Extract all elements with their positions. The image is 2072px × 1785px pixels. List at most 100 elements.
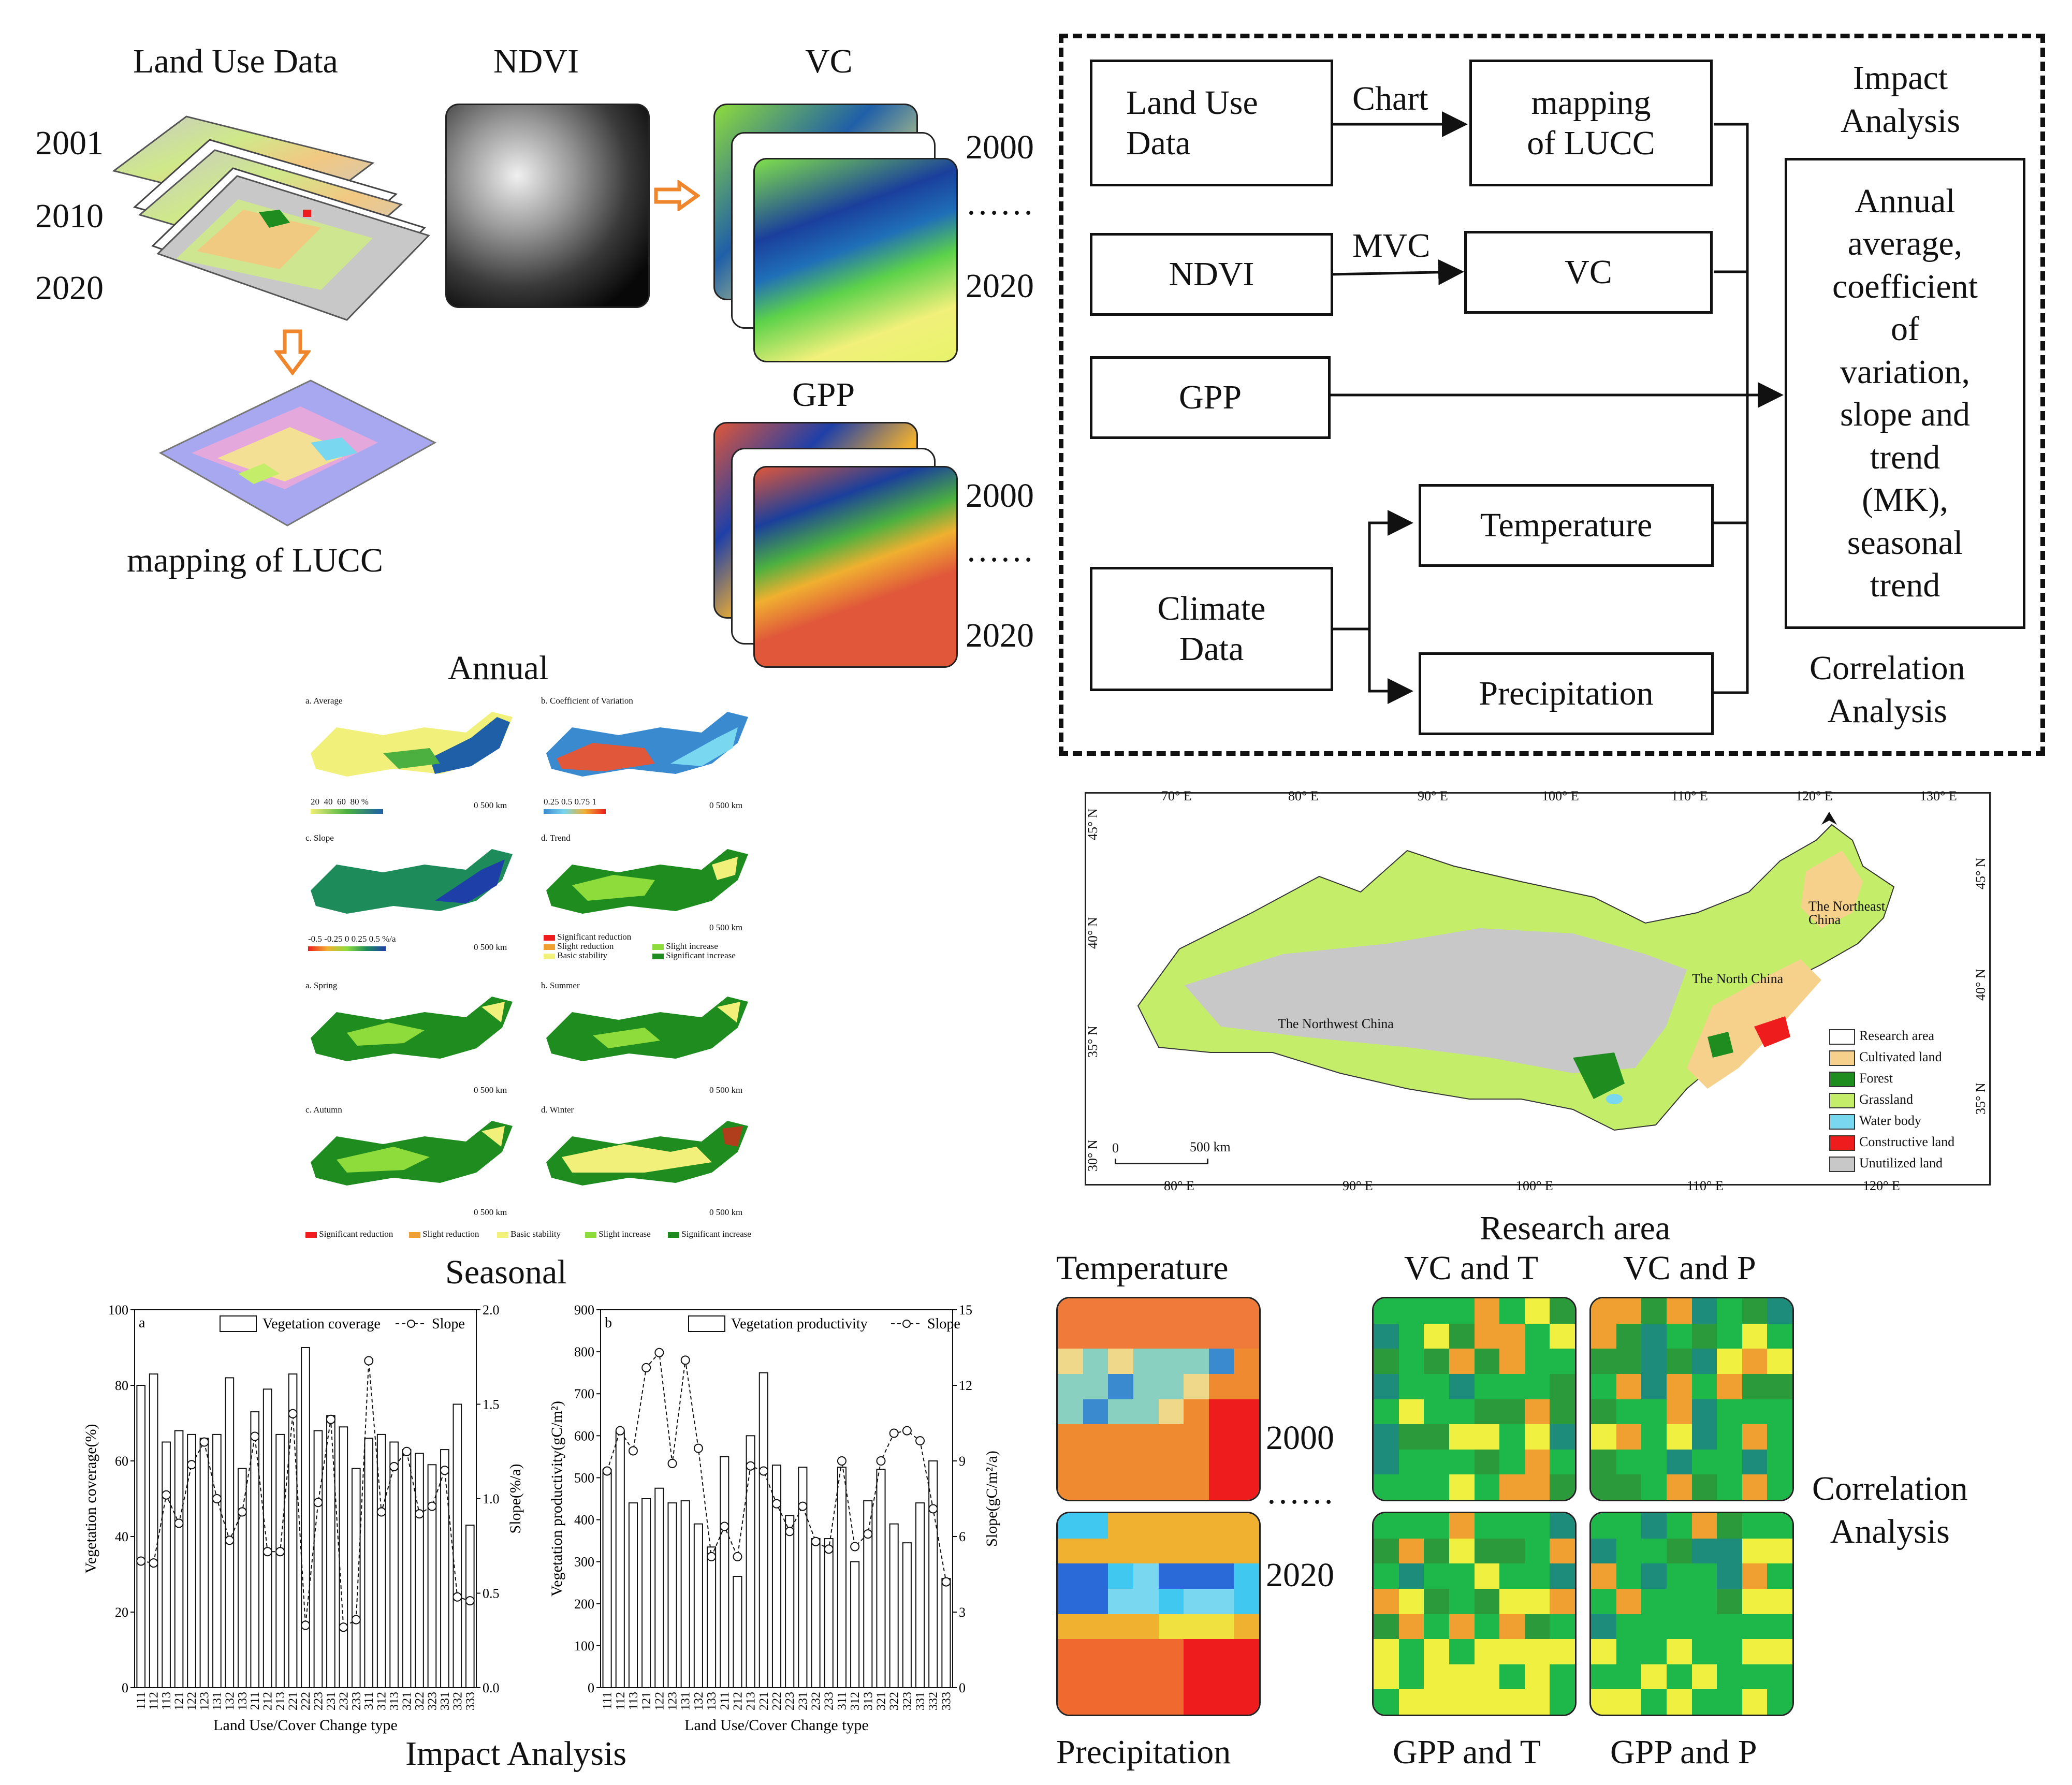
bar [771, 1465, 782, 1688]
grid-cell [1083, 1538, 1109, 1564]
bar [288, 1373, 298, 1689]
grid-cell [1108, 1639, 1134, 1665]
grid-cell [1550, 1563, 1575, 1590]
legend-entry: Significant reduction [544, 932, 631, 941]
legend-swatch [1829, 1029, 1855, 1045]
grid-cell [1691, 1399, 1718, 1425]
grid-cell [1158, 1563, 1185, 1590]
grid-cell [1474, 1614, 1500, 1640]
grid-cell [1767, 1563, 1792, 1590]
slope-point [798, 1501, 808, 1511]
bar [889, 1523, 899, 1688]
grid-cell [1591, 1424, 1617, 1450]
bar [720, 1456, 729, 1688]
lat-right: 45° N [1973, 857, 1988, 889]
grid-cell [1717, 1298, 1743, 1324]
right-arrow [654, 180, 700, 211]
grid-cell [1616, 1323, 1642, 1350]
x-tick-label: 332 [451, 1692, 464, 1710]
panel-label: d. Winter [541, 1105, 574, 1115]
legend-swatch [1829, 1135, 1855, 1151]
grid-cell [1550, 1399, 1575, 1425]
bar [615, 1431, 625, 1688]
legend-value: 20 [311, 797, 319, 807]
grid-cell [1641, 1373, 1668, 1400]
grid-cell [1691, 1664, 1718, 1690]
grid-cell [1108, 1424, 1134, 1450]
x-tick-label: 213 [274, 1692, 287, 1710]
grid-cell [1449, 1588, 1475, 1615]
bar [149, 1373, 158, 1689]
legend-value: 40 [324, 797, 333, 807]
grid-cell [1717, 1474, 1743, 1500]
legend-text: Basic stability [510, 1229, 561, 1239]
grid-cell [1083, 1373, 1109, 1400]
grid-cell [1184, 1664, 1209, 1690]
grid-cell [1666, 1538, 1692, 1564]
grid-cell [1449, 1689, 1475, 1715]
grid-cell [1424, 1373, 1450, 1400]
correlation-analysis-title: Correlation Analysis [1810, 649, 1965, 730]
slope-point [915, 1436, 925, 1446]
flowchart-frame [1059, 34, 2045, 756]
bar [262, 1388, 272, 1689]
grid-cell [1374, 1639, 1399, 1665]
lon-top: 110° E [1671, 788, 1708, 803]
legend-text: Slight increase [599, 1229, 651, 1239]
slope-point [837, 1456, 847, 1466]
grid-cell [1424, 1474, 1450, 1500]
x-tick-label: 321 [874, 1692, 888, 1710]
grid-cell [1234, 1449, 1259, 1475]
slope-point [785, 1527, 795, 1537]
y-tick-label: 100 [108, 1305, 128, 1318]
grid-cell [1133, 1588, 1159, 1615]
grid-cell [1083, 1399, 1109, 1425]
bar [351, 1468, 361, 1688]
x-tick-label: 212 [261, 1692, 275, 1710]
grid-cell [1550, 1298, 1575, 1324]
slope-point [811, 1537, 821, 1546]
map-legend: Research area Cultivated land Forest Grassl… [1829, 1029, 1985, 1179]
slope-point [889, 1428, 899, 1438]
grid-cell [1666, 1474, 1692, 1500]
research-map-body [1137, 812, 1895, 1131]
grid-cell [1184, 1538, 1209, 1564]
grid-cell [1742, 1639, 1768, 1665]
grid-cell [1616, 1349, 1642, 1375]
grid-cell [1374, 1664, 1399, 1690]
grid-cell [1208, 1449, 1235, 1475]
grid-cell [1374, 1538, 1399, 1564]
legend-value: 0.5 [369, 934, 380, 944]
legend-text: Basic stability [557, 950, 608, 960]
panel-label: c. Slope [305, 833, 334, 843]
grid-cell [1058, 1614, 1084, 1640]
lon-top: 90° E [1418, 788, 1448, 803]
grid-cell [1550, 1449, 1575, 1475]
grid-cell [1133, 1474, 1159, 1500]
grid-cell [1767, 1298, 1792, 1324]
y-tick-label: 20 [115, 1605, 128, 1620]
grid-cell [1158, 1639, 1185, 1665]
x-axis-label: Land Use/Cover Change type [213, 1717, 398, 1734]
grid-cell [1398, 1298, 1425, 1324]
grid-cell [1108, 1323, 1134, 1350]
grid-cell [1108, 1399, 1134, 1425]
grid-cell [1474, 1513, 1500, 1539]
grid-cell [1158, 1689, 1185, 1715]
grid-cell [1742, 1298, 1768, 1324]
grid-cell [1474, 1563, 1500, 1590]
y2-tick-label: 12 [959, 1378, 972, 1393]
legend-value: 0 [344, 934, 349, 944]
y-tick-label: 500 [574, 1470, 594, 1485]
legend-value: -0.25 [324, 934, 343, 944]
grid-cell [1616, 1538, 1642, 1564]
slope-point [453, 1592, 462, 1602]
grid-cell [1374, 1323, 1399, 1350]
grid-cell [1234, 1399, 1259, 1425]
y-axis-label: Vegetation coverage(%) [82, 1424, 99, 1573]
year-2020-label: 2020 [1266, 1556, 1334, 1594]
slope-point [313, 1498, 323, 1508]
panel-letter: a [139, 1315, 145, 1331]
grid-cell [1208, 1298, 1235, 1324]
grid-cell [1767, 1424, 1792, 1450]
